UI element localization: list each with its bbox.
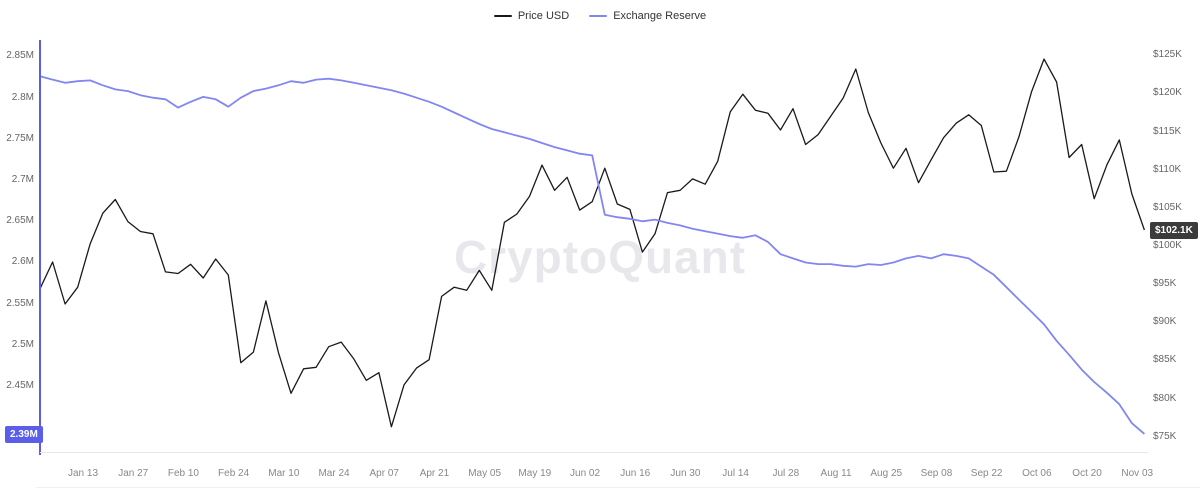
left-axis-tick: 2.8M	[11, 91, 34, 103]
chart-legend: Price USD Exchange Reserve	[0, 10, 1200, 22]
x-axis-line	[40, 452, 1148, 453]
x-axis-tick: Apr 21	[419, 468, 450, 479]
x-axis-tick: Jun 16	[620, 468, 651, 479]
x-axis-tick: Jul 28	[772, 468, 800, 479]
left-axis-tick: 2.7M	[11, 174, 34, 186]
right-axis-tick: $95K	[1153, 278, 1177, 290]
x-axis-tick: May 19	[518, 468, 552, 479]
right-axis-tick: $105K	[1153, 201, 1182, 213]
legend-item-price-usd[interactable]: Price USD	[493, 10, 570, 22]
right-axis-tick: $115K	[1153, 125, 1182, 137]
left-axis-tick: 2.65M	[6, 215, 34, 227]
x-axis-tick: Aug 25	[870, 468, 903, 479]
x-axis-tick: Oct 06	[1022, 468, 1052, 479]
left-axis-tick: 2.6M	[11, 256, 34, 268]
price-line-swatch	[493, 15, 512, 17]
x-axis-tick: Jan 27	[118, 468, 149, 479]
x-axis-tick: Oct 20	[1072, 468, 1102, 479]
right-axis-tick: $80K	[1153, 392, 1177, 404]
x-axis-tick: Feb 10	[167, 468, 199, 479]
x-axis-tick: Jun 02	[570, 468, 601, 479]
x-axis-tick: Jul 14	[722, 468, 749, 479]
legend-item-exchange-reserve[interactable]: Exchange Reserve	[589, 10, 706, 22]
series-price-usd	[39, 58, 1146, 428]
price-current-badge: $102.1K	[1150, 221, 1198, 239]
x-axis-tick: Sep 22	[970, 468, 1003, 479]
reserve-line-swatch	[589, 15, 608, 17]
right-axis-tick: $90K	[1153, 316, 1177, 328]
right-axis-tick: $85K	[1153, 354, 1177, 366]
right-axis-tick: $100K	[1153, 240, 1182, 251]
x-axis-tick: Jan 13	[68, 468, 99, 479]
left-axis-tick: 2.45M	[6, 380, 34, 392]
x-axis-tick: Feb 24	[218, 468, 250, 479]
left-axis-tick: 2.85M	[6, 50, 34, 62]
left-axis-tick: 2.5M	[11, 338, 34, 350]
right-axis-tick: $110K	[1153, 163, 1182, 175]
x-axis-tick: Sep 08	[920, 468, 953, 479]
footer-divider	[36, 487, 1200, 488]
reserve-current-badge: 2.39M	[5, 425, 43, 443]
x-axis-tick: Aug 11	[820, 468, 852, 479]
legend-label-exchange-reserve: Exchange Reserve	[613, 10, 707, 22]
x-axis-tick: May 05	[468, 468, 502, 479]
legend-label-price-usd: Price USD	[517, 10, 570, 22]
left-axis-tick: 2.55M	[6, 297, 34, 309]
x-axis-tick: Mar 24	[318, 468, 350, 479]
x-axis-tick: Jun 30	[670, 468, 701, 479]
right-axis-tick: $75K	[1153, 430, 1177, 442]
right-axis-tick: $125K	[1153, 49, 1182, 61]
x-axis-tick: Mar 10	[268, 468, 300, 479]
left-axis-tick: 2.75M	[6, 132, 34, 144]
x-axis-tick: Nov 03	[1121, 468, 1154, 479]
right-axis-tick: $120K	[1153, 87, 1182, 99]
x-axis-tick: Apr 07	[369, 468, 399, 479]
reserve-axis-line	[39, 40, 41, 455]
series-exchange-reserve	[39, 75, 1145, 435]
